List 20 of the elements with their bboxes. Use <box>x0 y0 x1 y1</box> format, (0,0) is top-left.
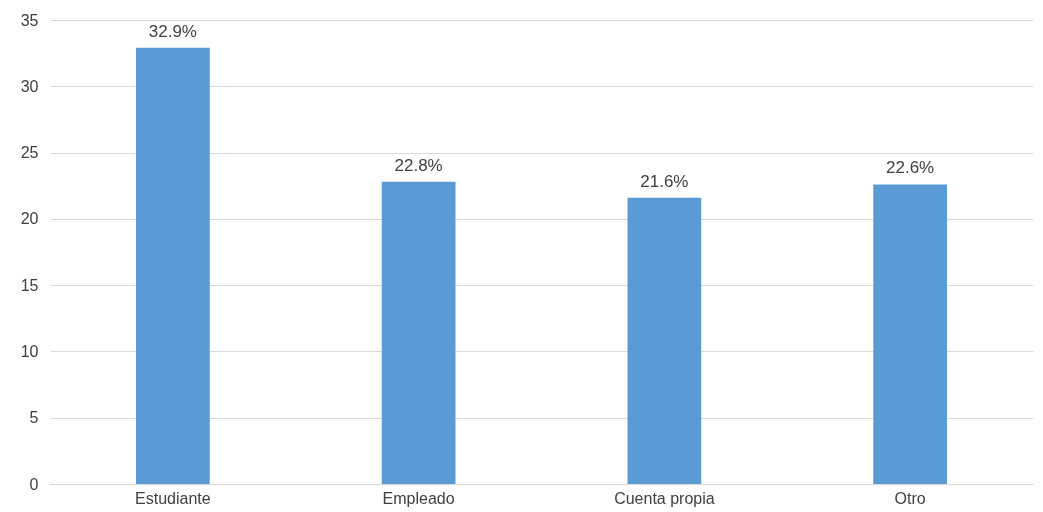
x-tick-label: Estudiante <box>135 489 211 507</box>
y-tick-label: 30 <box>20 77 39 95</box>
bar <box>627 197 702 484</box>
data-label: 22.6% <box>886 158 935 178</box>
y-tick-label: 35 <box>20 11 39 29</box>
x-tick-label: Otro <box>894 489 926 507</box>
data-label: 22.8% <box>394 155 443 175</box>
y-tick-label: 10 <box>20 342 39 360</box>
bar <box>873 184 947 484</box>
y-tick-label: 20 <box>20 210 39 228</box>
bar <box>136 47 210 484</box>
y-tick-label: 0 <box>29 475 39 493</box>
data-label: 21.6% <box>640 171 689 191</box>
data-label: 32.9% <box>148 21 197 41</box>
bar <box>381 181 456 484</box>
y-tick-label: 25 <box>20 144 39 162</box>
x-tick-label: Empleado <box>382 489 455 507</box>
y-tick-label: 5 <box>29 409 39 427</box>
x-tick-label: Cuenta propia <box>614 489 715 507</box>
y-tick-label: 15 <box>20 276 39 294</box>
